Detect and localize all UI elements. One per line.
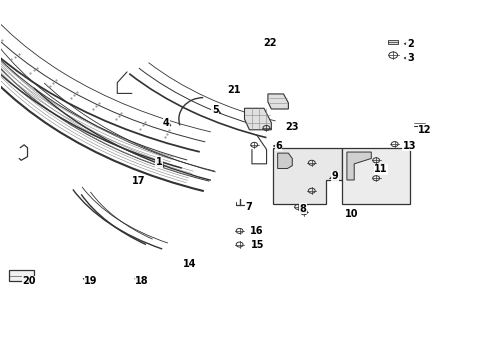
Polygon shape xyxy=(346,152,370,180)
Text: 13: 13 xyxy=(402,141,415,151)
Text: 23: 23 xyxy=(285,122,299,132)
Text: 16: 16 xyxy=(249,226,263,236)
Text: 14: 14 xyxy=(183,259,196,269)
Polygon shape xyxy=(244,108,271,130)
Text: 4: 4 xyxy=(163,118,169,128)
Text: 11: 11 xyxy=(373,164,387,174)
Text: 12: 12 xyxy=(417,125,431,135)
Text: 5: 5 xyxy=(211,105,218,115)
Text: 1: 1 xyxy=(156,157,162,167)
Text: 8: 8 xyxy=(299,204,306,214)
Polygon shape xyxy=(272,148,341,204)
Text: 22: 22 xyxy=(263,38,276,48)
Text: 3: 3 xyxy=(406,53,413,63)
Text: 15: 15 xyxy=(251,240,264,250)
Text: 9: 9 xyxy=(331,171,337,181)
Text: 2: 2 xyxy=(406,39,413,49)
Text: 20: 20 xyxy=(22,276,36,286)
Polygon shape xyxy=(341,148,409,204)
Polygon shape xyxy=(9,270,34,281)
Text: 18: 18 xyxy=(135,276,149,286)
Polygon shape xyxy=(277,153,292,168)
Text: 21: 21 xyxy=(226,85,240,95)
Text: 17: 17 xyxy=(131,176,144,186)
Text: 19: 19 xyxy=(84,276,98,286)
Text: 7: 7 xyxy=(244,202,251,212)
FancyBboxPatch shape xyxy=(387,40,397,44)
Polygon shape xyxy=(267,94,288,109)
Text: 10: 10 xyxy=(345,209,358,219)
Text: 6: 6 xyxy=(275,141,282,151)
